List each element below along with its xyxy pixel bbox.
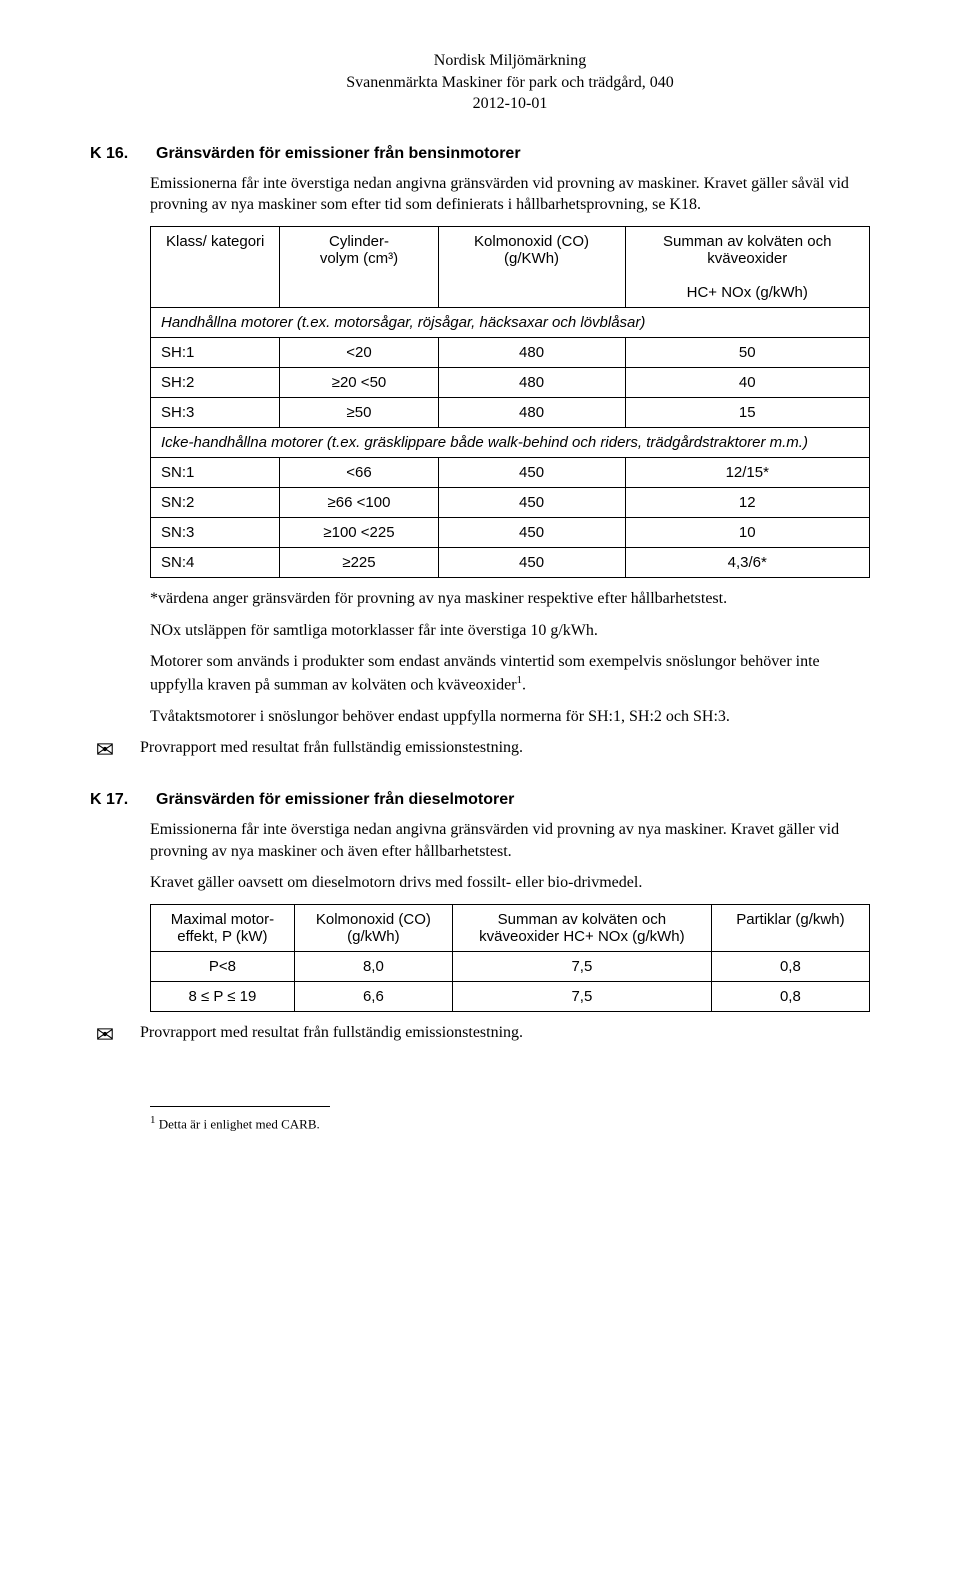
k17-proof-text: Provrapport med resultat från fullständi…	[140, 1022, 523, 1044]
k17-proof-row: ✉ Provrapport med resultat från fullstän…	[90, 1022, 870, 1046]
k17-th-power: Maximal motor­effekt, P (kW)	[151, 905, 295, 952]
cell: SN:2	[151, 487, 280, 517]
k16-th-sum-b: HC+ NOx (g/kWh)	[687, 284, 808, 301]
k16-p3b: .	[522, 676, 526, 693]
table-row: SN:2 ≥66 <100 450 12	[151, 487, 870, 517]
k16-paragraph-3: Motorer som används i produkter som enda…	[150, 651, 870, 696]
cell: 480	[438, 397, 625, 427]
k16-th-cyl: Cylinder- volym (cm³)	[280, 226, 438, 307]
cell: 10	[625, 517, 869, 547]
k16-paragraph-2: NOx utsläppen för samtliga motorklasser …	[150, 620, 870, 642]
k16-th-cyl-b: volym (cm³)	[320, 250, 398, 267]
section-k16: K 16. Gränsvärden för emissioner från be…	[150, 145, 870, 761]
k16-proof-text: Provrapport med resultat från fullständi…	[140, 737, 523, 759]
header-line-1: Nordisk Miljömärkning	[150, 50, 870, 72]
cell: SN:1	[151, 457, 280, 487]
footnote: 1 Detta är i enlighet med CARB.	[150, 1113, 870, 1133]
k16-table-sub2: Icke-handhållna motorer (t.ex. gräsklipp…	[151, 427, 870, 457]
table-row: SN:1 <66 450 12/15*	[151, 457, 870, 487]
cell: 50	[625, 337, 869, 367]
k16-proof-row: ✉ Provrapport med resultat från fullstän…	[90, 737, 870, 761]
k16-table-header-row: Klass/ kategori Cylinder- volym (cm³) Ko…	[151, 226, 870, 307]
footnote-text: Detta är i enlighet med CARB.	[156, 1116, 320, 1131]
section-k17-heading: K 17. Gränsvärden för emissioner från di…	[90, 791, 870, 809]
k16-table-sub1: Handhållna motorer (t.ex. motorsågar, rö…	[151, 307, 870, 337]
cell: 450	[438, 547, 625, 577]
table-row: SN:3 ≥100 <225 450 10	[151, 517, 870, 547]
k16-paragraph-4: Tvåtaktsmotorer i snöslungor behöver end…	[150, 706, 870, 728]
k16-th-class: Klass/ kategori	[151, 226, 280, 307]
footnote-rule	[150, 1106, 330, 1107]
k17-title: Gränsvärden för emissioner från dieselmo…	[156, 791, 514, 809]
cell: 15	[625, 397, 869, 427]
k17-table-header-row: Maximal motor­effekt, P (kW) Kolmonoxid …	[151, 905, 870, 952]
cell: ≥66 <100	[280, 487, 438, 517]
cell: 0,8	[711, 982, 869, 1012]
cell: ≥225	[280, 547, 438, 577]
table-row: SH:2 ≥20 <50 480 40	[151, 367, 870, 397]
header-line-3: 2012-10-01	[150, 93, 870, 115]
cell: 450	[438, 517, 625, 547]
k17-number: K 17.	[90, 791, 140, 809]
k17-th-co: Kolmonoxid (CO) (g/kWh)	[294, 905, 452, 952]
k16-th-sum-a: Summan av kolväten och kväveoxider	[663, 233, 831, 267]
cell: 0,8	[711, 952, 869, 982]
cell: SH:2	[151, 367, 280, 397]
cell: 6,6	[294, 982, 452, 1012]
cell: SH:3	[151, 397, 280, 427]
cell: 8,0	[294, 952, 452, 982]
cell: <20	[280, 337, 438, 367]
k16-th-co: Kolmonoxid (CO) (g/KWh)	[438, 226, 625, 307]
cell: ≥50	[280, 397, 438, 427]
k16-star-note: *värdena anger gränsvärden för provning …	[150, 588, 870, 610]
table-row: P<8 8,0 7,5 0,8	[151, 952, 870, 982]
table-row: SH:3 ≥50 480 15	[151, 397, 870, 427]
k16-sub1: Handhållna motorer (t.ex. motorsågar, rö…	[151, 307, 870, 337]
k17-th-sum: Summan av kolväten och kväveoxider HC+ N…	[452, 905, 711, 952]
k16-p3a: Motorer som används i produkter som enda…	[150, 653, 820, 693]
k17-paragraph-1: Emissionerna får inte överstiga nedan an…	[150, 819, 870, 862]
cell: SN:3	[151, 517, 280, 547]
k17-table: Maximal motor­effekt, P (kW) Kolmonoxid …	[150, 904, 870, 1012]
cell: 450	[438, 487, 625, 517]
cell: SH:1	[151, 337, 280, 367]
cell: 12	[625, 487, 869, 517]
k16-sub2: Icke-handhållna motorer (t.ex. gräsklipp…	[151, 427, 870, 457]
section-k17: K 17. Gränsvärden för emissioner från di…	[150, 791, 870, 1046]
cell: ≥20 <50	[280, 367, 438, 397]
cell: SN:4	[151, 547, 280, 577]
k16-th-cyl-a: Cylinder-	[329, 233, 389, 250]
section-k16-heading: K 16. Gränsvärden för emissioner från be…	[90, 145, 870, 163]
cell: 40	[625, 367, 869, 397]
envelope-icon: ✉	[90, 1022, 120, 1046]
cell: <66	[280, 457, 438, 487]
cell: 12/15*	[625, 457, 869, 487]
table-row: SN:4 ≥225 450 4,3/6*	[151, 547, 870, 577]
k16-th-sum: Summan av kolväten och kväveoxider HC+ N…	[625, 226, 869, 307]
document-header: Nordisk Miljömärkning Svanenmärkta Maski…	[150, 50, 870, 115]
header-line-2: Svanenmärkta Maskiner för park och trädg…	[150, 72, 870, 94]
table-row: SH:1 <20 480 50	[151, 337, 870, 367]
cell: 480	[438, 367, 625, 397]
k16-number: K 16.	[90, 145, 140, 163]
cell: P<8	[151, 952, 295, 982]
cell: 4,3/6*	[625, 547, 869, 577]
envelope-icon: ✉	[90, 737, 120, 761]
k17-th-part: Partiklar (g/kwh)	[711, 905, 869, 952]
page: Nordisk Miljömärkning Svanenmärkta Maski…	[0, 0, 960, 1579]
k17-paragraph-2: Kravet gäller oavsett om dieselmotorn dr…	[150, 872, 870, 894]
cell: 8 ≤ P ≤ 19	[151, 982, 295, 1012]
cell: ≥100 <225	[280, 517, 438, 547]
k16-table: Klass/ kategori Cylinder- volym (cm³) Ko…	[150, 226, 870, 578]
table-row: 8 ≤ P ≤ 19 6,6 7,5 0,8	[151, 982, 870, 1012]
k16-paragraph-1: Emissionerna får inte överstiga nedan an…	[150, 173, 870, 216]
cell: 450	[438, 457, 625, 487]
cell: 7,5	[452, 982, 711, 1012]
cell: 480	[438, 337, 625, 367]
k16-title: Gränsvärden för emissioner från bensinmo…	[156, 145, 521, 163]
cell: 7,5	[452, 952, 711, 982]
